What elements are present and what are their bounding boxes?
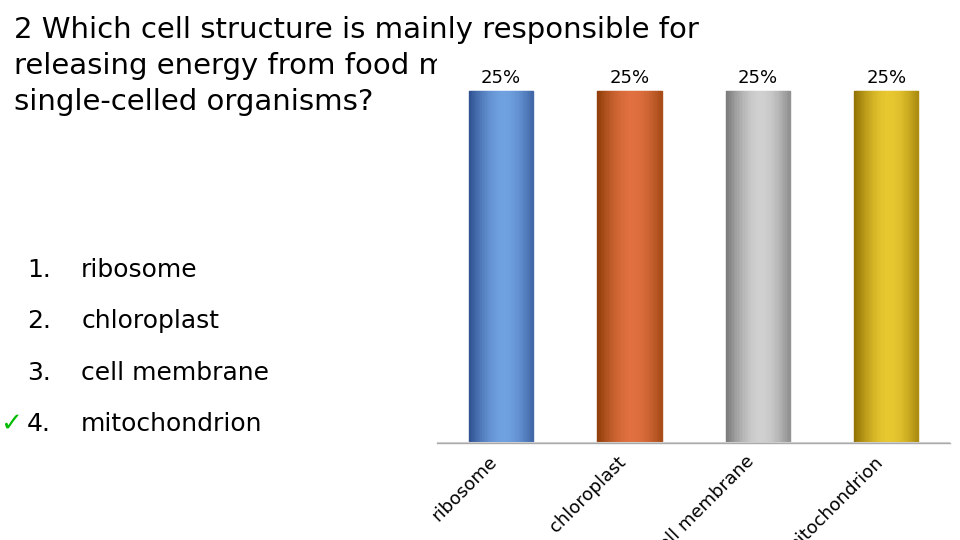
Text: cell membrane: cell membrane	[82, 361, 269, 384]
Text: 2 Which cell structure is mainly responsible for
releasing energy from food mole: 2 Which cell structure is mainly respons…	[13, 16, 699, 116]
Text: 25%: 25%	[481, 69, 521, 86]
Text: 3.: 3.	[27, 361, 51, 384]
Text: mitochondrion: mitochondrion	[82, 412, 263, 436]
Text: 4.: 4.	[27, 412, 51, 436]
Text: 1.: 1.	[27, 258, 51, 282]
Text: ✓: ✓	[0, 411, 22, 437]
Text: 2.: 2.	[27, 309, 51, 333]
Text: 25%: 25%	[866, 69, 906, 86]
Text: ribosome: ribosome	[82, 258, 198, 282]
Text: 25%: 25%	[610, 69, 650, 86]
Text: 25%: 25%	[737, 69, 778, 86]
Text: chloroplast: chloroplast	[82, 309, 219, 333]
